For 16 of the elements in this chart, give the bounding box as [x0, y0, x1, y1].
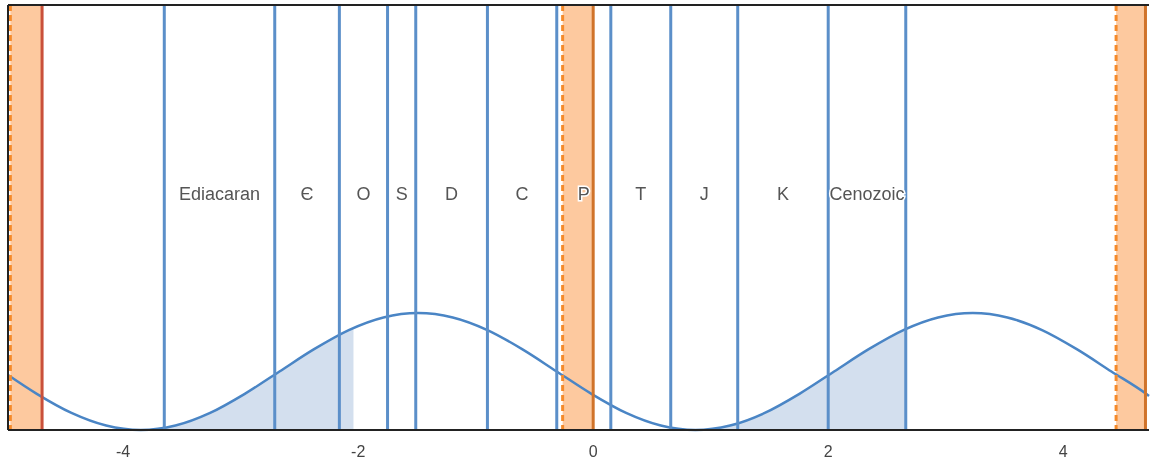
x-tick-label: -2 — [351, 443, 366, 460]
text: D — [445, 184, 459, 204]
text: Є — [300, 184, 314, 204]
x-tick-label: 2 — [823, 443, 833, 460]
text: C — [515, 184, 529, 204]
text: T — [635, 184, 647, 204]
text: P — [577, 184, 590, 204]
text: S — [395, 184, 408, 204]
text: J — [699, 184, 709, 204]
x-tick-label: -4 — [116, 443, 131, 460]
text: Ediacaran — [178, 184, 261, 204]
x-tick-label: 0 — [588, 443, 598, 460]
text: K — [776, 184, 789, 204]
text: Cenozoic — [829, 184, 905, 204]
x-tick-label: 4 — [1058, 443, 1068, 460]
text: O — [356, 184, 371, 204]
